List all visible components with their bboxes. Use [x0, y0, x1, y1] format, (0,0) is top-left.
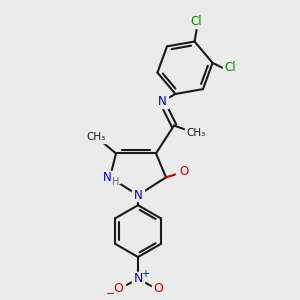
Text: N: N [134, 189, 142, 202]
Bar [152, 283, 164, 295]
Text: CH₃: CH₃ [86, 133, 106, 142]
Text: N: N [133, 272, 143, 285]
Bar [112, 283, 124, 295]
Text: H: H [112, 177, 120, 187]
Text: Cl: Cl [191, 15, 203, 28]
Text: N: N [103, 171, 111, 184]
Bar [185, 128, 207, 140]
Bar [100, 171, 120, 183]
Text: +: + [141, 269, 149, 279]
Bar [132, 273, 144, 285]
Text: Cl: Cl [225, 61, 236, 74]
Bar [132, 189, 144, 201]
Bar [176, 167, 188, 178]
Text: O: O [113, 282, 123, 296]
Bar [189, 16, 205, 28]
Bar [156, 96, 168, 108]
Text: CH₃: CH₃ [186, 128, 206, 139]
Bar [223, 62, 238, 74]
Text: −: − [106, 289, 116, 299]
Text: O: O [153, 282, 163, 296]
Bar [85, 131, 107, 143]
Text: O: O [179, 165, 189, 178]
Text: N: N [158, 95, 166, 108]
